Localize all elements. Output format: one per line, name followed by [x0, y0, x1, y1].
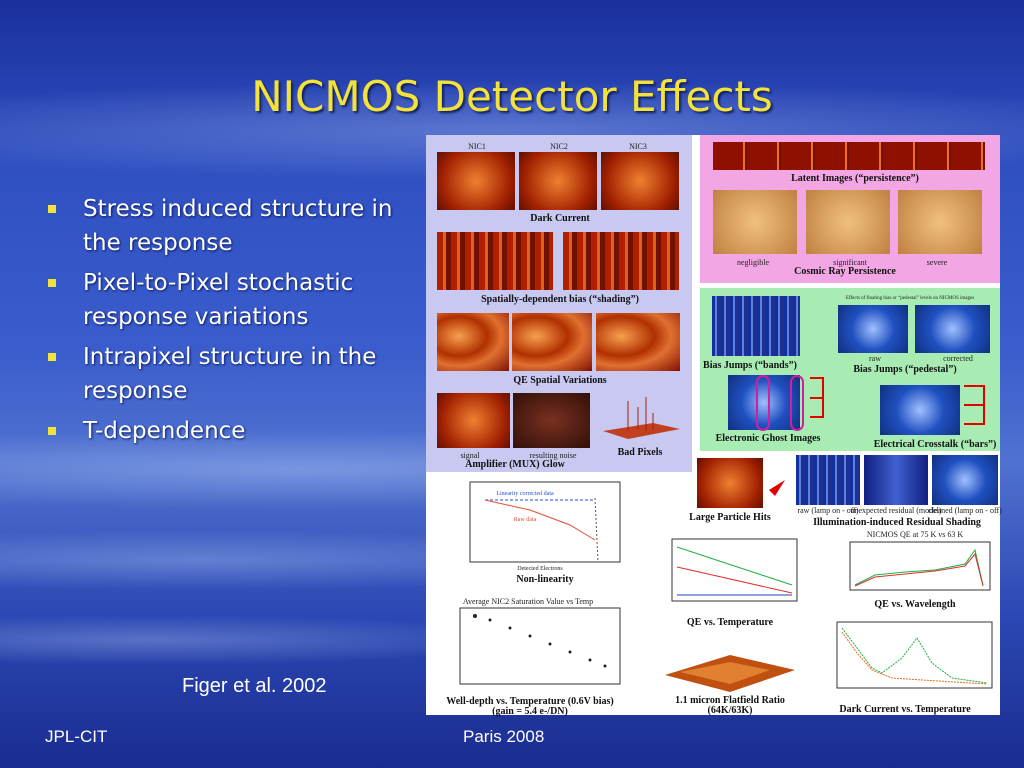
label: resulting noise [529, 451, 577, 460]
plot [822, 618, 997, 698]
image [898, 190, 982, 254]
label: unexpected residual (model) [850, 506, 942, 515]
caption: QE vs. Temperature [686, 617, 774, 628]
bullet: T-dependence [45, 414, 425, 448]
caption: QE Spatial Variations [513, 375, 607, 386]
label: Linearity corrected data [496, 491, 554, 497]
image [601, 152, 679, 210]
caption: Cosmic Ray Persistence [794, 266, 896, 277]
caption: Latent Images (“persistence”) [791, 173, 919, 184]
caption: QE vs. Wavelength [874, 599, 956, 610]
label: NIC1 [468, 142, 486, 151]
caption: Bias Jumps (“bands”) [703, 360, 797, 371]
label: raw (lamp on - off) [797, 506, 859, 515]
label: NICMOS QE at 75 K vs 63 K [866, 530, 964, 539]
caption: Dark Current [530, 213, 590, 224]
caption: Large Particle Hits [689, 512, 771, 523]
footer-right: Paris 2008 [463, 727, 545, 746]
caption: Illumination-induced Residual Shading [813, 517, 981, 528]
citation: Figer et al. 2002 [182, 675, 327, 697]
image [697, 458, 763, 508]
image [603, 397, 680, 439]
image [915, 305, 990, 353]
image [437, 393, 510, 448]
annotation [756, 375, 824, 431]
image [563, 232, 679, 290]
image [728, 375, 800, 430]
caption: Dark Current vs. Temperature [839, 704, 971, 715]
label: raw [869, 354, 881, 363]
label: Average NIC2 Saturation Value vs Temp [462, 597, 594, 606]
label: Effects of floating bias or “pedestal” l… [845, 296, 975, 301]
plot [430, 606, 628, 690]
label: NIC3 [629, 142, 647, 151]
label: significant [833, 258, 867, 267]
label: corrected [943, 354, 973, 363]
caption: Electronic Ghost Images [715, 433, 821, 444]
image [713, 142, 985, 170]
annotation [964, 385, 985, 425]
image [864, 455, 928, 505]
caption: Bias Jumps (“pedestal”) [853, 364, 957, 375]
caption: (gain = 5.4 e-/DN) [492, 706, 568, 717]
image [806, 190, 890, 254]
label: Detected Electrons [517, 566, 563, 572]
plot [652, 535, 802, 615]
caption: Bad Pixels [617, 447, 663, 458]
bullet: Stress induced structure in the response [45, 192, 425, 260]
image [437, 232, 553, 290]
image [437, 152, 515, 210]
caption: Non-linearity [516, 574, 574, 585]
bullet: Intrapixel structure in the response [45, 340, 425, 408]
caption: Amplifier (MUX) Glow [465, 459, 565, 470]
image [512, 313, 592, 371]
image [932, 455, 998, 505]
slide-title: NICMOS Detector Effects [251, 72, 773, 121]
image [838, 305, 908, 353]
caption: Electrical Crosstalk (“bars”) [873, 439, 997, 450]
label: negligible [737, 258, 769, 267]
plot [430, 480, 625, 575]
caption: Spatially-dependent bias (“shading”) [481, 294, 639, 305]
plot [835, 540, 997, 598]
image [665, 655, 795, 692]
annotation [769, 480, 785, 496]
image [880, 385, 960, 435]
image [437, 313, 509, 371]
label: signal [460, 451, 480, 460]
image [596, 313, 680, 371]
caption: Well-depth vs. Temperature (0.6V bias) [446, 696, 614, 707]
footer-left: JPL-CIT [45, 727, 108, 746]
bullet-list: Stress induced structure in the response… [45, 192, 425, 454]
image [713, 190, 797, 254]
image [513, 393, 590, 448]
label: Raw data [513, 517, 537, 523]
image [796, 455, 860, 505]
caption: 1.1 micron Flatfield Ratio [675, 695, 785, 706]
label: cleaned (lamp on - off) [928, 506, 1002, 515]
bullet: Pixel-to-Pixel stochastic response varia… [45, 266, 425, 334]
image [519, 152, 597, 210]
label: NIC2 [550, 142, 568, 151]
label: severe [926, 258, 948, 267]
image [712, 296, 800, 356]
caption: (64K/63K) [707, 705, 753, 716]
